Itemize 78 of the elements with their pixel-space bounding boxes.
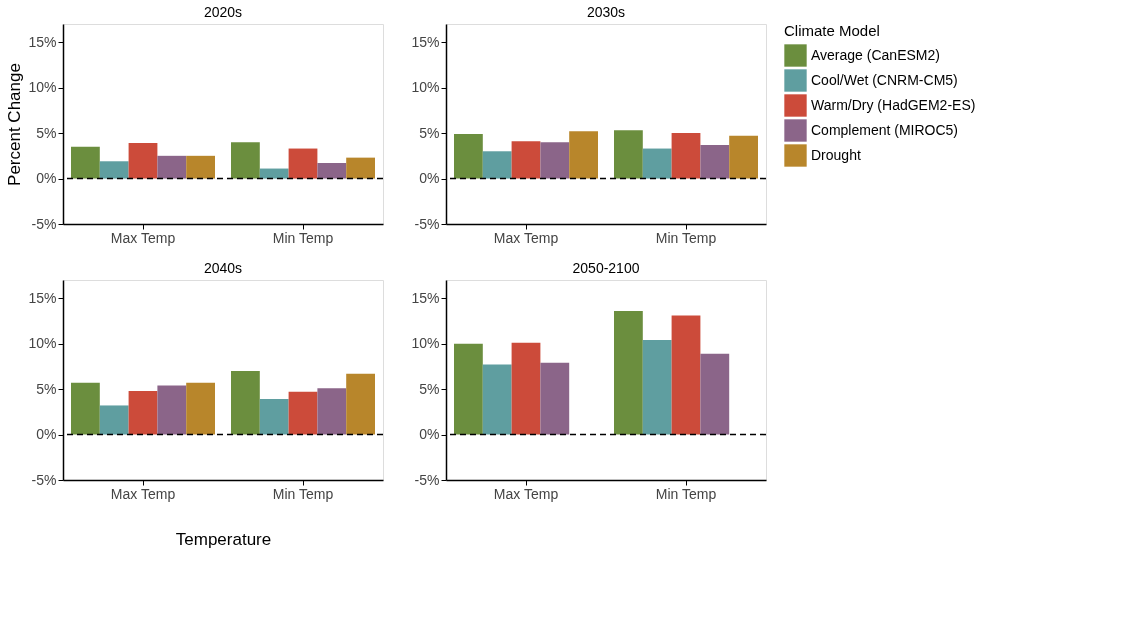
x-tick-label: Max Temp xyxy=(110,485,176,502)
bar xyxy=(128,143,158,179)
bar xyxy=(729,135,758,179)
y-tick-label: 10% xyxy=(411,335,440,352)
chart-title: 2040s xyxy=(203,260,243,276)
bar xyxy=(231,370,260,435)
y-tick-label: 15% xyxy=(411,289,440,306)
bar xyxy=(454,343,483,435)
x-tick-label: Max Temp xyxy=(493,229,559,246)
bar xyxy=(71,382,100,435)
x-tick-label: Min Temp xyxy=(655,485,717,502)
bar xyxy=(157,385,187,435)
x-tick-label: Min Temp xyxy=(272,485,334,502)
bar xyxy=(671,133,701,179)
y-tick-label: 15% xyxy=(28,33,57,50)
bar xyxy=(454,134,483,179)
legend-label: Complement (MIROC5) xyxy=(811,121,959,138)
y-tick-label: 5% xyxy=(36,124,57,141)
y-tick-label: -5% xyxy=(414,471,440,488)
x-axis-title: Temperature xyxy=(175,529,272,549)
y-tick-label: 5% xyxy=(36,380,57,397)
bar xyxy=(540,142,570,179)
bar xyxy=(569,131,598,179)
y-tick-label: 0% xyxy=(36,170,57,187)
bar xyxy=(642,340,672,435)
x-tick-label: Max Temp xyxy=(493,485,559,502)
chart-title: 2020s xyxy=(203,4,243,20)
y-tick-label: 10% xyxy=(411,79,440,96)
bar xyxy=(186,382,215,435)
bar xyxy=(288,148,318,179)
chart-title: 2030s xyxy=(586,4,626,20)
bar xyxy=(99,161,129,179)
y-tick-label: 5% xyxy=(419,380,440,397)
bar xyxy=(186,155,215,179)
y-tick-label: 5% xyxy=(419,124,440,141)
bar xyxy=(288,391,318,435)
x-tick-label: Max Temp xyxy=(110,229,176,246)
bar xyxy=(511,141,541,179)
bar xyxy=(346,157,375,179)
bar xyxy=(259,168,289,179)
bar xyxy=(614,310,643,435)
bar xyxy=(642,148,672,179)
bar xyxy=(128,390,158,435)
bar xyxy=(700,353,730,435)
bar xyxy=(157,155,187,179)
bar xyxy=(231,142,260,179)
y-tick-label: 15% xyxy=(411,33,440,50)
bar xyxy=(259,399,289,435)
y-tick-label: -5% xyxy=(31,215,57,232)
bar xyxy=(71,146,100,179)
y-tick-label: -5% xyxy=(414,215,440,232)
legend-label: Drought xyxy=(811,146,861,163)
bar xyxy=(540,362,570,435)
legend-title: Climate Model xyxy=(784,22,880,39)
y-axis-title: Percent Change xyxy=(5,63,25,186)
bar xyxy=(317,163,347,179)
y-tick-label: 10% xyxy=(28,79,57,96)
y-tick-label: -5% xyxy=(31,471,57,488)
x-tick-label: Min Temp xyxy=(272,229,334,246)
legend-label: Cool/Wet (CNRM-CM5) xyxy=(811,71,958,88)
chart-title: 2050-2100 xyxy=(572,260,640,276)
legend-label: Average (CanESM2) xyxy=(811,46,940,63)
bar xyxy=(671,315,701,435)
bar xyxy=(99,405,129,435)
legend-label: Warm/Dry (HadGEM2-ES) xyxy=(811,96,976,113)
x-tick-label: Min Temp xyxy=(655,229,717,246)
y-tick-label: 0% xyxy=(36,426,57,443)
bar xyxy=(511,342,541,435)
bar xyxy=(482,151,512,179)
y-tick-label: 0% xyxy=(419,170,440,187)
bar xyxy=(482,364,512,435)
y-tick-label: 10% xyxy=(28,335,57,352)
bar xyxy=(346,373,375,435)
y-tick-label: 15% xyxy=(28,289,57,306)
bar xyxy=(317,388,347,435)
bar xyxy=(614,130,643,179)
y-tick-label: 0% xyxy=(419,426,440,443)
bar xyxy=(700,144,730,179)
